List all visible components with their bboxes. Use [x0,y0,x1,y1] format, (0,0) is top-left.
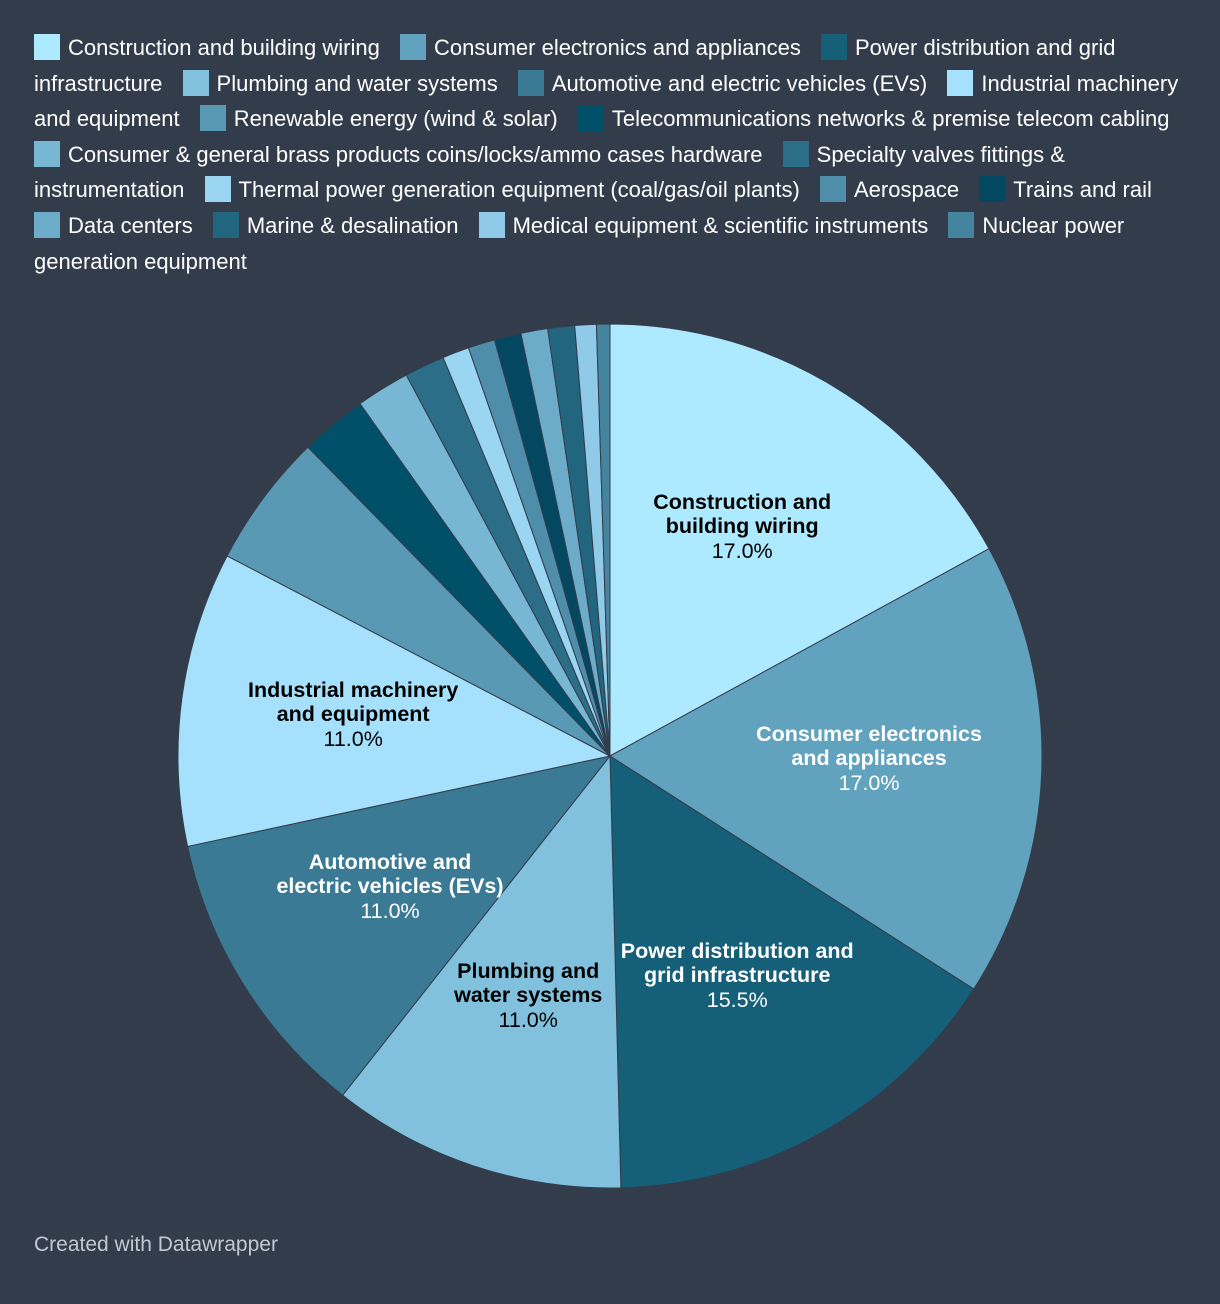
slice-value-label: 15.5% [707,988,768,1012]
legend-item: Renewable energy (wind & solar) [199,105,558,132]
legend-swatch [34,34,60,60]
legend-item: Telecommunications networks & premise te… [577,105,1170,132]
legend-item: Marine & desalination [212,211,459,238]
legend-label: Thermal power generation equipment (coal… [238,177,800,203]
legend-item: Automotive and electric vehicles (EVs) [517,69,928,96]
pie-slice [609,323,990,757]
slice-label: Automotive and electric vehicles (EVs) 11.… [276,850,503,923]
slice-value-label: 17.0% [839,771,900,795]
legend-swatch [182,69,209,96]
slice-label-name: water systems [453,983,602,1007]
slice-value-label: 11.0% [323,727,382,751]
legend-label: Aerospace [853,177,960,203]
pie-slice [609,755,975,1189]
legend-swatch [820,34,847,60]
slice-value-label: 17.0% [712,539,773,563]
slice-label: Construction and building wiring 17.0% [653,490,831,563]
legend-label: Renewable energy (wind & solar) [233,106,558,132]
legend-swatch [34,140,60,167]
slice-label: Plumbing and water systems 11.0% [453,959,602,1032]
footer-credit: Created with Datawrapper [34,1233,278,1256]
pie-slice [595,323,611,757]
pie-slice [177,555,612,848]
legend-swatch [478,211,505,238]
legend-item: Medical equipment & scientific instrumen… [478,211,929,238]
legend-label: Consumer & general brass products coins/… [68,141,763,167]
legend-swatch [577,105,604,132]
slice-label: Industrial machinery and equipment 11.0% [248,678,458,751]
slice-label-name: electric vehicles (EVs) [276,874,503,898]
slice-label-name: Consumer electronics [756,722,982,746]
legend-item: Thermal power generation equipment (coal… [204,176,800,203]
legend-swatch [204,176,231,203]
legend-item: Specialty valves fittings & instrumentat… [34,140,1065,203]
slice-label: Consumer electronics and appliances 17.0% [756,722,982,795]
legend-swatch [212,211,239,238]
slice-label-name: grid infrastructure [644,963,830,987]
legend-swatch [947,69,974,96]
slice-label-name: building wiring [666,514,819,538]
legend-item: Consumer & general brass products coins/… [34,140,763,167]
pie-slice [341,754,622,1189]
legend-swatch [819,176,846,203]
legend-item: Nuclear power generation equipment [34,211,1125,274]
legend-label: Power distribution and grid infrastructu… [34,35,1116,96]
slice-label: Power distribution and grid infrastructur… [621,939,854,1012]
legend-swatch [399,34,426,60]
legend-swatch [517,69,544,96]
legend-label: Consumer electronics and appliances [433,35,801,60]
legend-swatch [979,176,1006,203]
legend-item: Power distribution and grid infrastructu… [34,34,1116,96]
legend-label: Telecommunications networks & premise te… [611,106,1170,132]
legend-swatch [199,105,226,132]
legend-label: Industrial machinery and equipment [34,70,1179,132]
legend-swatch [948,211,975,238]
legend-label: Plumbing and water systems [216,70,498,96]
chart-legend: Construction and building wiring Consume… [34,30,1194,279]
legend-item: Plumbing and water systems [182,69,498,96]
legend-label: Medical equipment & scientific instrumen… [512,212,929,238]
slice-label-name: Industrial machinery [248,678,458,702]
legend-swatch [782,140,809,167]
legend-label: Nuclear power generation equipment [34,212,1125,274]
legend-label: Trains and rail [1013,177,1152,203]
pie-slice [609,548,1043,990]
slice-label-name: and equipment [277,702,430,726]
legend-swatch [34,211,60,238]
legend-label: Data centers [68,212,193,238]
legend-item: Consumer electronics and appliances [399,34,801,60]
legend-label: Automotive and electric vehicles (EVs) [551,70,928,96]
slice-label-name: Plumbing and [457,959,599,983]
legend-item: Construction and building wiring [34,34,380,60]
legend-label: Specialty valves fittings & instrumentat… [34,141,1065,203]
slice-label-name: and appliances [791,746,946,770]
legend-label: Construction and building wiring [68,35,380,60]
slice-label-name: Power distribution and [621,939,854,963]
legend-item: Data centers [34,211,193,238]
slice-label-name: Automotive and [309,850,471,874]
slice-value-label: 11.0% [499,1008,558,1032]
legend-item: Trains and rail [979,176,1152,203]
slice-value-label: 11.0% [360,899,419,923]
legend-item: Aerospace [819,176,960,203]
legend-item: Industrial machinery and equipment [34,69,1179,132]
pie-slice [186,755,612,1097]
slice-label-name: Construction and [653,490,831,514]
legend-label: Marine & desalination [246,212,459,238]
